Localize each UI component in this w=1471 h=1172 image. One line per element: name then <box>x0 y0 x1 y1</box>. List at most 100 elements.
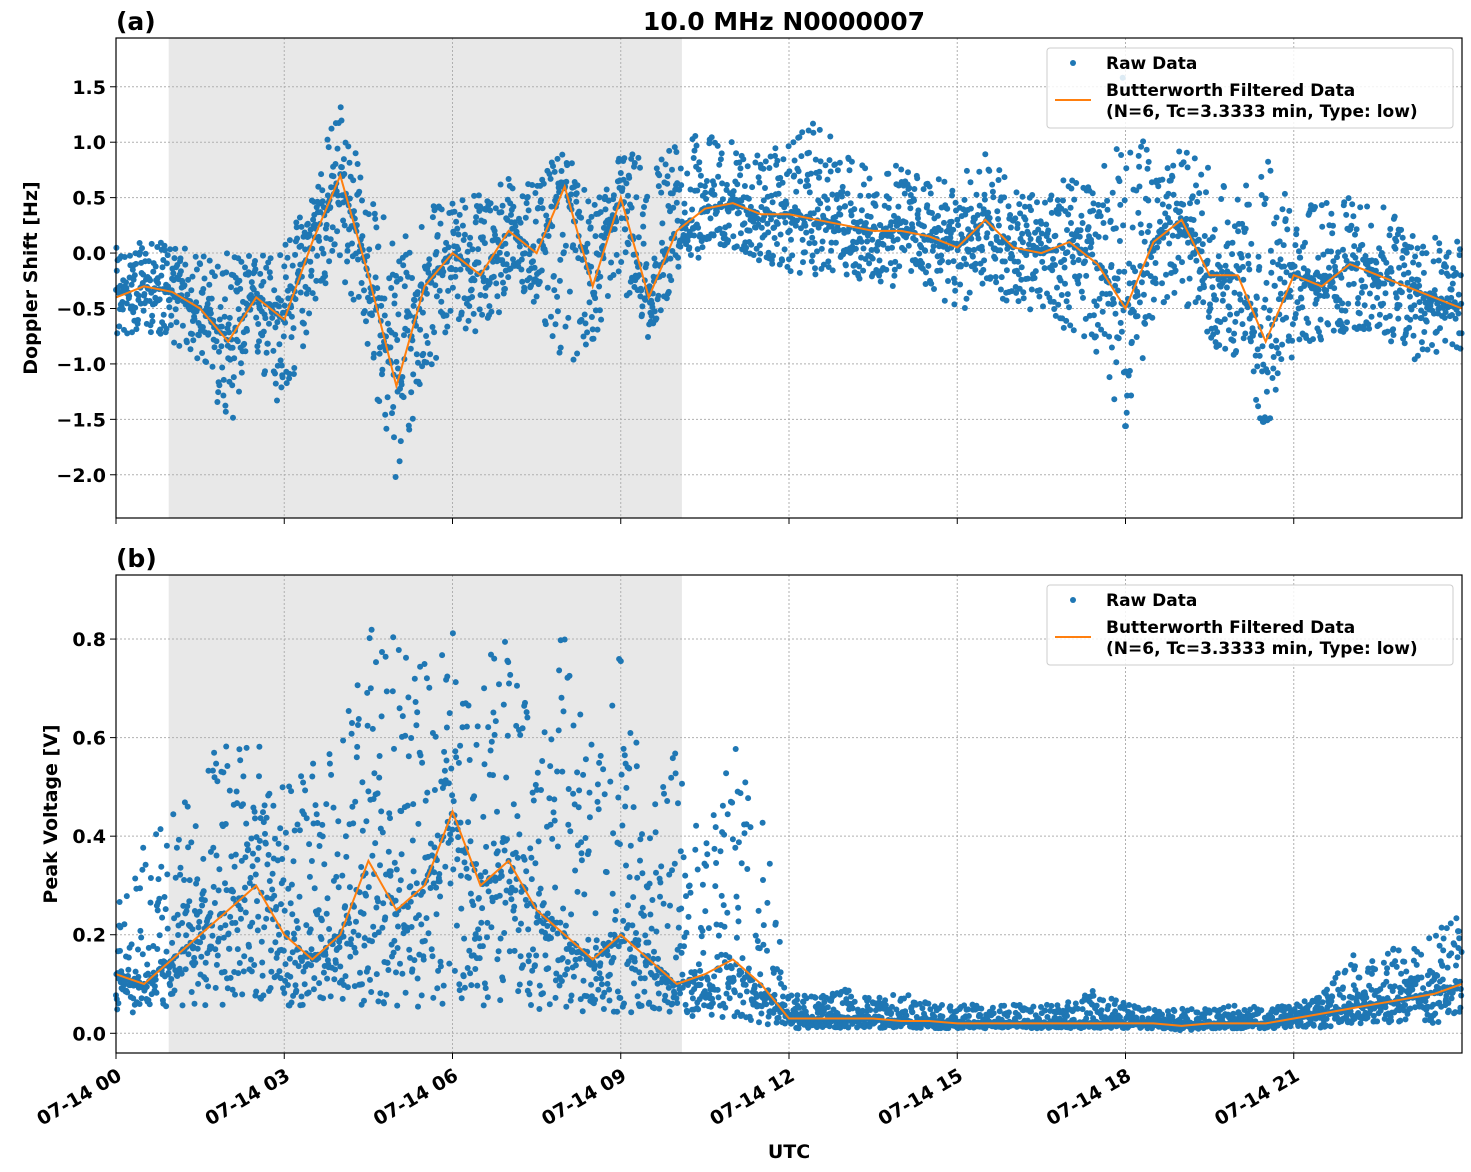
raw-data-point <box>1050 298 1057 305</box>
raw-data-point <box>1036 287 1043 294</box>
raw-data-point <box>1410 259 1417 266</box>
raw-data-point <box>622 226 629 233</box>
raw-data-point <box>1238 307 1245 314</box>
raw-data-point <box>860 181 867 188</box>
raw-data-point <box>575 804 582 811</box>
raw-data-point <box>947 234 954 241</box>
raw-data-point <box>1001 194 1008 201</box>
raw-data-point <box>328 125 335 132</box>
raw-data-point <box>1129 224 1136 231</box>
raw-data-point <box>1033 219 1040 225</box>
raw-data-point <box>829 191 836 198</box>
raw-data-point <box>730 977 737 984</box>
raw-data-point <box>358 864 365 870</box>
raw-data-point <box>300 320 307 327</box>
raw-data-point <box>461 935 468 942</box>
raw-data-point <box>657 307 664 314</box>
raw-data-point <box>1205 314 1212 320</box>
raw-data-point <box>127 252 133 259</box>
raw-data-point <box>171 255 178 262</box>
raw-data-point <box>488 924 495 931</box>
raw-data-point <box>765 229 772 236</box>
raw-data-point <box>252 266 259 273</box>
raw-data-point <box>428 946 435 953</box>
raw-data-point <box>178 970 185 977</box>
raw-data-point <box>366 246 373 253</box>
raw-data-point <box>868 247 875 253</box>
raw-data-point <box>1356 310 1363 317</box>
raw-data-point <box>189 273 196 280</box>
raw-data-point <box>306 231 313 238</box>
raw-data-point <box>1060 177 1067 184</box>
raw-data-point <box>383 688 390 695</box>
raw-data-point <box>1245 201 1252 208</box>
raw-data-point <box>304 220 311 227</box>
raw-data-point <box>1406 293 1413 300</box>
raw-data-point <box>332 161 339 167</box>
raw-data-point <box>293 987 300 994</box>
raw-data-point <box>488 308 495 315</box>
raw-data-point <box>583 993 590 1000</box>
raw-data-point <box>431 787 438 793</box>
raw-data-point <box>242 348 249 355</box>
raw-data-point <box>248 956 254 963</box>
raw-data-point <box>655 292 662 299</box>
raw-data-point <box>895 215 901 222</box>
raw-data-point <box>1193 257 1200 264</box>
raw-data-point <box>413 880 420 887</box>
raw-data-point <box>300 343 307 350</box>
raw-data-point <box>319 187 326 194</box>
raw-data-point <box>1128 392 1135 399</box>
raw-data-point <box>244 841 251 848</box>
raw-data-point <box>1448 286 1455 293</box>
raw-data-point <box>198 953 205 960</box>
raw-data-point <box>443 312 450 319</box>
raw-data-point <box>663 295 670 302</box>
raw-data-point <box>236 388 242 395</box>
raw-data-point <box>1267 247 1274 254</box>
raw-data-point <box>749 184 756 191</box>
raw-data-point <box>123 300 130 307</box>
raw-data-point <box>647 911 654 918</box>
raw-data-point <box>422 797 429 804</box>
raw-data-point <box>1432 234 1439 241</box>
raw-data-point <box>1104 206 1111 213</box>
raw-data-point <box>786 168 793 175</box>
raw-data-point <box>997 247 1004 254</box>
raw-data-point <box>1266 307 1273 314</box>
raw-data-point <box>365 884 372 891</box>
raw-data-point <box>278 297 284 304</box>
raw-data-point <box>1282 216 1289 223</box>
raw-data-point <box>391 300 398 307</box>
raw-data-point <box>282 274 289 281</box>
raw-data-point <box>637 836 644 843</box>
raw-data-point <box>1207 305 1214 312</box>
raw-data-point <box>1329 230 1336 237</box>
raw-data-point <box>364 689 371 696</box>
raw-data-point <box>676 186 683 193</box>
raw-data-point <box>439 1000 446 1007</box>
raw-data-point <box>1214 329 1221 335</box>
raw-data-point <box>836 205 843 212</box>
raw-data-point <box>1198 171 1205 178</box>
raw-data-point <box>832 239 839 246</box>
raw-data-point <box>1007 212 1014 218</box>
raw-data-point <box>1161 299 1167 305</box>
raw-data-point <box>667 255 674 262</box>
raw-data-point <box>338 117 345 124</box>
raw-data-point <box>492 205 499 212</box>
raw-data-point <box>635 154 642 161</box>
raw-data-point <box>564 959 571 965</box>
raw-data-point <box>149 312 156 319</box>
raw-data-point <box>1344 319 1350 326</box>
raw-data-point <box>620 917 627 924</box>
raw-data-point <box>373 659 379 666</box>
raw-data-point <box>901 247 908 254</box>
raw-data-point <box>158 272 165 279</box>
raw-data-point <box>610 272 617 278</box>
raw-data-point <box>141 291 148 297</box>
raw-data-point <box>402 732 409 739</box>
raw-data-point <box>222 821 229 827</box>
raw-data-point <box>300 779 307 786</box>
raw-data-point <box>640 240 647 247</box>
